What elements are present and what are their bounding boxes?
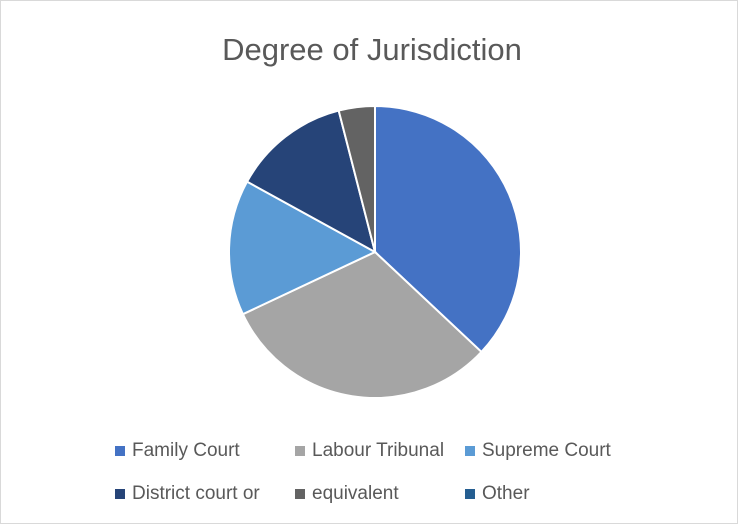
- legend-swatch: [295, 446, 305, 456]
- chart-title: Degree of Jurisdiction: [222, 32, 522, 67]
- pie-slice: [241, 250, 483, 399]
- legend-label: District court or: [132, 483, 260, 504]
- legend-swatch: [465, 489, 475, 499]
- legend-swatch: [115, 489, 125, 499]
- legend-label: Family Court: [132, 440, 240, 461]
- legend-label: Other: [482, 483, 530, 504]
- legend-swatch: [115, 446, 125, 456]
- pie-slice: [374, 104, 522, 354]
- pie-slice: [337, 104, 376, 253]
- pie-slice: [228, 180, 378, 316]
- legend-label: equivalent: [312, 483, 399, 504]
- pie-slice: [245, 109, 377, 254]
- legend-swatch: [295, 489, 305, 499]
- legend-swatch: [465, 446, 475, 456]
- legend-label: Labour Tribunal: [312, 440, 444, 461]
- legend-label: Supreme Court: [482, 440, 612, 461]
